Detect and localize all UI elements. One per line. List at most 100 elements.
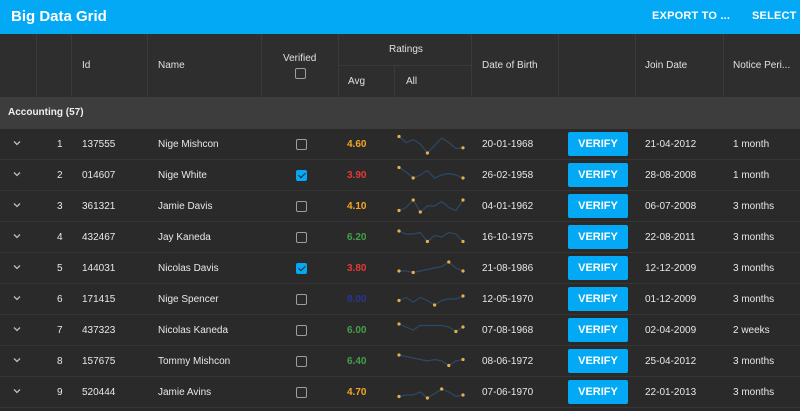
cell-join-date: 22-01-2013 [645, 387, 697, 398]
verified-checkbox[interactable] [296, 356, 307, 367]
verified-checkbox[interactable] [296, 387, 307, 398]
expand-chevron-icon[interactable] [12, 293, 22, 303]
expand-chevron-icon[interactable] [12, 231, 22, 241]
verify-button[interactable]: VERIFY [568, 194, 628, 218]
header-name[interactable]: Name [148, 34, 262, 97]
header-avg[interactable]: Avg [339, 66, 395, 97]
cell-date-of-birth: 26-02-1958 [482, 170, 534, 181]
verified-checkbox[interactable] [296, 139, 307, 150]
grid-header: Id Name Verified Ratings Avg All Date of… [0, 34, 800, 97]
table-row[interactable]: 5 144031 Nicolas Davis 3.80 21-08-1986 VERIFY… [0, 253, 800, 284]
cell-date-of-birth: 20-01-1968 [482, 139, 534, 150]
select-all-checkbox[interactable] [295, 68, 306, 79]
header-verified[interactable]: Verified [262, 34, 339, 97]
cell-id: 157675 [82, 356, 116, 367]
header-name-label: Name [158, 60, 185, 71]
cell-name: Nige Mishcon [158, 139, 219, 150]
verified-checkbox[interactable] [296, 201, 307, 212]
header-dob-label: Date of Birth [482, 60, 538, 71]
ratings-sparkline [397, 322, 465, 334]
expand-chevron-icon[interactable] [12, 324, 22, 334]
header-all-label: All [406, 76, 418, 87]
table-row[interactable]: 3 361321 Jamie Davis 4.10 04-01-1962 VERIFY 06… [0, 191, 800, 222]
ratings-sparkline [397, 229, 465, 244]
ratings-sparkline [397, 134, 465, 155]
table-row[interactable]: 6 171415 Nige Spencer 8.00 12-05-1970 VERIFY 0… [0, 284, 800, 315]
cell-name: Nige Spencer [158, 294, 219, 305]
cell-avg-rating: 4.10 [347, 201, 367, 212]
header-dob[interactable]: Date of Birth [472, 34, 559, 97]
table-row[interactable]: 2 014607 Nige White 3.90 26-02-1958 VERIFY 28-… [0, 160, 800, 191]
verify-button[interactable]: VERIFY [568, 163, 628, 187]
expand-chevron-icon[interactable] [12, 169, 22, 179]
header-join-date[interactable]: Join Date [636, 34, 724, 97]
table-row[interactable]: 1 137555 Nige Mishcon 4.60 20-01-1968 VERIFY 2… [0, 129, 800, 160]
cell-date-of-birth: 07-06-1970 [482, 387, 534, 398]
verify-button[interactable]: VERIFY [568, 225, 628, 249]
header-action-column [559, 34, 636, 97]
cell-name: Jay Kaneda [158, 232, 211, 243]
cell-name: Jamie Davis [158, 201, 213, 212]
app-bar: Big Data Grid EXPORT TO ... SELECT [0, 0, 800, 34]
verified-checkbox[interactable] [296, 232, 307, 243]
cell-date-of-birth: 07-08-1968 [482, 325, 534, 336]
cell-join-date: 02-04-2009 [645, 325, 697, 336]
cell-notice-period: 2 weeks [733, 325, 770, 336]
verified-checkbox[interactable] [296, 170, 307, 181]
table-row[interactable]: 9 520444 Jamie Avins 4.70 07-06-1970 VERIFY 22… [0, 377, 800, 408]
table-row[interactable]: 4 432467 Jay Kaneda 6.20 16-10-1975 VERIFY 22-… [0, 222, 800, 253]
row-number: 1 [57, 139, 63, 150]
header-ratings-label: Ratings [389, 44, 423, 55]
expand-chevron-icon[interactable] [12, 200, 22, 210]
row-number: 5 [57, 263, 63, 274]
cell-avg-rating: 3.90 [347, 170, 367, 181]
verify-button[interactable]: VERIFY [568, 349, 628, 373]
expand-chevron-icon[interactable] [12, 355, 22, 365]
header-notice-label: Notice Peri... [733, 60, 791, 71]
cell-notice-period: 3 months [733, 356, 775, 367]
verify-button[interactable]: VERIFY [568, 318, 628, 342]
header-id[interactable]: Id [72, 34, 148, 97]
cell-join-date: 28-08-2008 [645, 170, 697, 181]
cell-date-of-birth: 12-05-1970 [482, 294, 534, 305]
table-row[interactable]: 8 157675 Tommy Mishcon 6.40 08-06-1972 VERIFY… [0, 346, 800, 377]
cell-join-date: 21-04-2012 [645, 139, 697, 150]
export-button[interactable]: EXPORT TO ... [652, 10, 731, 22]
cell-date-of-birth: 08-06-1972 [482, 356, 534, 367]
header-notice-period[interactable]: Notice Peri... [724, 34, 800, 97]
expand-chevron-icon[interactable] [12, 262, 22, 272]
cell-join-date: 12-12-2009 [645, 263, 697, 274]
cell-id: 014607 [82, 170, 116, 181]
ratings-sparkline [397, 294, 465, 307]
verify-button[interactable]: VERIFY [568, 132, 628, 156]
cell-avg-rating: 4.70 [347, 387, 367, 398]
header-all[interactable]: All [395, 66, 472, 97]
cell-name: Nige White [158, 170, 207, 181]
table-row[interactable]: 7 437323 Nicolas Kaneda 6.00 07-08-1968 VERIF… [0, 315, 800, 346]
row-number: 6 [57, 294, 63, 305]
verified-checkbox[interactable] [296, 263, 307, 274]
cell-avg-rating: 6.20 [347, 232, 367, 243]
ratings-sparkline [397, 387, 465, 400]
verified-checkbox[interactable] [296, 325, 307, 336]
row-number: 8 [57, 356, 63, 367]
group-row-accounting[interactable]: Accounting (57) [0, 97, 800, 129]
ratings-sparkline [397, 353, 465, 368]
verify-button[interactable]: VERIFY [568, 256, 628, 280]
cell-name: Jamie Avins [158, 387, 212, 398]
cell-id: 432467 [82, 232, 116, 243]
verify-button[interactable]: VERIFY [568, 380, 628, 404]
cell-notice-period: 3 months [733, 232, 775, 243]
expand-chevron-icon[interactable] [12, 386, 22, 396]
cell-avg-rating: 6.40 [347, 356, 367, 367]
select-button[interactable]: SELECT [752, 10, 797, 22]
verify-button[interactable]: VERIFY [568, 287, 628, 311]
row-number: 2 [57, 170, 63, 181]
cell-join-date: 25-04-2012 [645, 356, 697, 367]
expand-chevron-icon[interactable] [12, 138, 22, 148]
cell-name: Tommy Mishcon [158, 356, 231, 367]
header-row-number-column [37, 34, 72, 97]
ratings-sparkline [397, 260, 465, 275]
ratings-sparkline [397, 165, 465, 180]
verified-checkbox[interactable] [296, 294, 307, 305]
